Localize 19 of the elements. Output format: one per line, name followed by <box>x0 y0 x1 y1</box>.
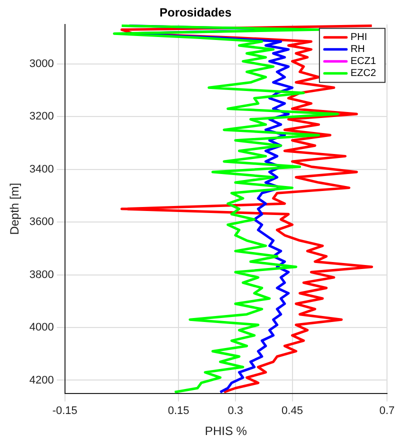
x-tick-label: 0.45 <box>282 405 303 418</box>
y-tick-label: 4000 <box>29 322 54 334</box>
y-axis-title: Depth [m] <box>8 182 22 235</box>
legend-label: RH <box>350 44 365 56</box>
legend-label: PHI <box>350 32 368 44</box>
y-tick-label: 3800 <box>29 268 54 281</box>
legend-label: EZC2 <box>350 68 376 80</box>
y-tick-label: 3600 <box>29 216 54 228</box>
chart-title: Porosidades <box>159 6 232 20</box>
x-tick-label: 0.15 <box>168 405 190 418</box>
y-tick-label: 3200 <box>29 110 54 123</box>
legend-label: ECZ1 <box>350 56 376 68</box>
y-tick-label: 4200 <box>29 374 54 386</box>
x-tick-label: 0.3 <box>228 405 244 418</box>
x-tick-label: -0.15 <box>52 405 78 418</box>
y-tick-label: 3000 <box>29 58 54 70</box>
x-tick-label: 0.7 <box>379 405 395 418</box>
x-axis-title: PHIS % <box>204 424 248 438</box>
y-tick-label: 3400 <box>29 163 54 176</box>
